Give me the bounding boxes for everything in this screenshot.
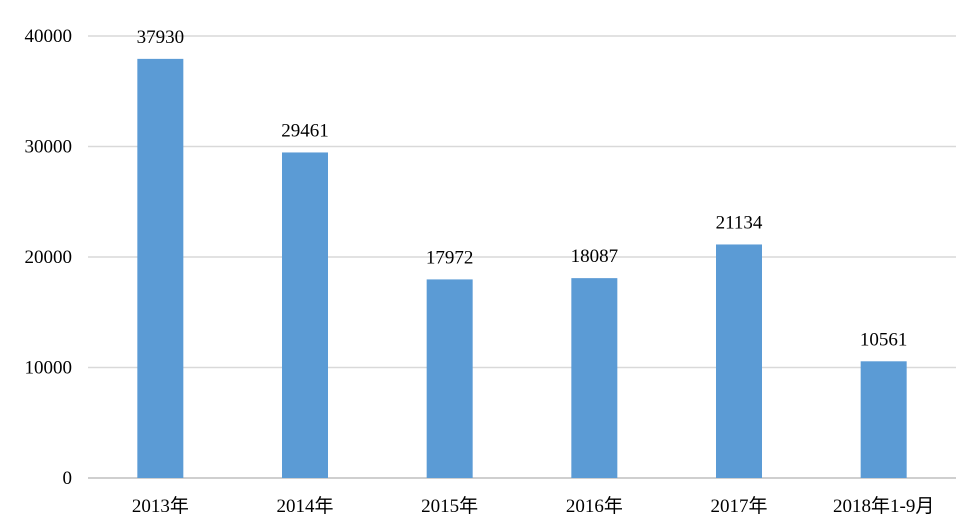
- x-axis-categories: 2013年 2014年 2015年 2016年 2017年 2018年1-9月: [132, 495, 935, 517]
- bars: [137, 58, 907, 479]
- y-tick-label: 30000: [25, 137, 73, 158]
- data-label: 37930: [137, 27, 185, 48]
- bar: [716, 244, 762, 478]
- gridlines: [88, 35, 956, 479]
- bar: [571, 278, 618, 478]
- data-labels: 37930 29461 17972 18087 21134 10561: [137, 27, 908, 350]
- data-label: 10561: [860, 329, 908, 350]
- x-category-label: 2018年1-9月: [833, 495, 934, 517]
- x-category-label: 2015年: [421, 495, 478, 517]
- bar: [860, 361, 907, 478]
- data-label: 29461: [281, 120, 329, 141]
- data-label: 17972: [426, 247, 474, 268]
- data-label: 21134: [716, 212, 763, 233]
- x-category-label: 2013年: [132, 495, 189, 517]
- data-label: 18087: [571, 246, 619, 267]
- x-category-label: 2014年: [276, 495, 333, 517]
- y-tick-label: 0: [63, 468, 73, 489]
- x-category-label: 2016年: [566, 495, 623, 517]
- y-tick-label: 20000: [25, 247, 73, 268]
- x-category-label: 2017年: [710, 495, 767, 517]
- bar: [137, 58, 184, 478]
- y-tick-label: 10000: [25, 358, 73, 379]
- y-axis-ticks: 0 10000 20000 30000 40000: [25, 26, 73, 489]
- y-tick-label: 40000: [25, 26, 73, 47]
- bar: [282, 152, 328, 479]
- bar: [426, 279, 473, 478]
